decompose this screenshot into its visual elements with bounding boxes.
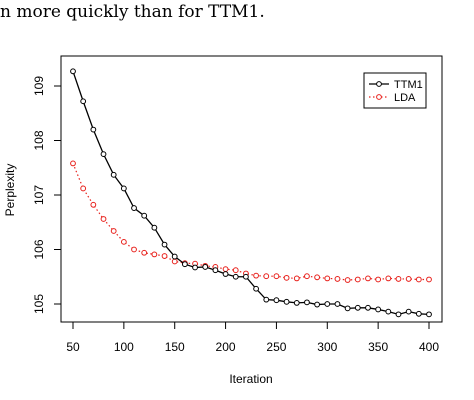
data-point-lda [324, 275, 331, 282]
data-point-ttm1 [365, 304, 371, 311]
data-point-lda [171, 258, 178, 265]
caption-text: n more quickly than for TTM1. [0, 2, 265, 22]
data-point-ttm1 [324, 301, 331, 307]
x-tick-label: 400 [419, 340, 439, 354]
legend-marker-ttm1 [376, 81, 382, 87]
data-point-ttm1 [375, 306, 382, 313]
x-tick-label: 50 [66, 340, 80, 354]
legend-label-ttm1: TTM1 [394, 79, 423, 91]
data-point-ttm1 [273, 297, 280, 304]
data-point-lda [263, 273, 270, 280]
data-point-ttm1 [304, 299, 310, 306]
data-point-ttm1 [70, 68, 76, 75]
data-point-ttm1 [90, 126, 97, 133]
data-point-lda [273, 273, 280, 280]
data-point-ttm1 [405, 308, 412, 315]
data-point-ttm1 [192, 264, 198, 271]
data-point-lda [161, 253, 168, 259]
data-point-ttm1 [283, 298, 290, 305]
legend-label-lda: LDA [394, 92, 416, 104]
data-point-lda [426, 276, 432, 283]
data-point-ttm1 [263, 296, 270, 303]
data-point-ttm1 [141, 212, 148, 219]
y-tick-label: 109 [32, 76, 46, 96]
data-point-ttm1 [120, 185, 127, 192]
y-tick-label: 106 [32, 239, 46, 259]
series-layer [70, 68, 432, 318]
data-point-lda [70, 160, 76, 167]
data-point-ttm1 [314, 301, 321, 308]
data-point-lda [405, 276, 412, 282]
data-point-lda [100, 216, 107, 222]
data-point-lda [141, 249, 148, 256]
data-point-ttm1 [161, 241, 168, 248]
data-point-ttm1 [181, 261, 188, 268]
data-point-ttm1 [222, 271, 229, 277]
data-point-ttm1 [415, 310, 422, 317]
data-point-ttm1 [243, 273, 249, 280]
data-point-lda [415, 276, 422, 283]
data-point-ttm1 [171, 253, 178, 260]
data-point-ttm1 [151, 224, 158, 231]
data-point-ttm1 [293, 300, 300, 306]
data-point-lda [80, 185, 87, 192]
data-point-ttm1 [385, 308, 392, 315]
data-point-lda [151, 251, 158, 258]
data-point-lda [385, 275, 392, 282]
x-axis-title: Iteration [229, 372, 272, 386]
x-axis: 50 100 150 200 250 300 350 400 [66, 321, 439, 354]
y-tick-label: 107 [32, 185, 46, 205]
data-point-lda [344, 277, 351, 283]
data-point-ttm1 [232, 273, 239, 280]
data-point-lda [110, 228, 117, 234]
x-tick-label: 200 [216, 340, 236, 354]
legend-box [363, 72, 427, 109]
data-point-ttm1 [253, 285, 259, 292]
data-point-lda [354, 276, 361, 283]
data-point-lda [222, 266, 229, 273]
data-point-ttm1 [100, 151, 107, 158]
data-point-lda [395, 276, 402, 282]
series-line-lda [72, 163, 429, 281]
legend-marker-lda [376, 94, 382, 100]
y-axis-title: Perplexity [3, 164, 17, 217]
data-point-ttm1 [131, 205, 137, 211]
data-point-lda [334, 276, 341, 282]
data-point-lda [232, 267, 239, 274]
data-point-ttm1 [110, 171, 117, 178]
y-tick-label: 105 [32, 294, 46, 314]
x-tick-label: 250 [266, 340, 286, 354]
data-point-lda [293, 275, 300, 282]
y-axis: 105 106 107 108 109 [32, 76, 61, 314]
x-tick-label: 100 [114, 340, 134, 354]
data-point-lda [314, 274, 321, 281]
data-point-ttm1 [344, 305, 351, 312]
x-tick-label: 150 [165, 340, 185, 354]
data-point-ttm1 [334, 301, 341, 307]
data-point-lda [375, 276, 382, 283]
data-point-ttm1 [202, 264, 209, 270]
y-tick-label: 108 [32, 130, 46, 150]
x-tick-label: 350 [368, 340, 388, 354]
data-point-ttm1 [212, 267, 219, 274]
data-point-lda [131, 246, 137, 253]
data-point-lda [365, 275, 371, 282]
data-point-lda [120, 238, 127, 245]
data-point-ttm1 [80, 98, 87, 105]
data-point-ttm1 [426, 311, 432, 318]
data-point-ttm1 [354, 304, 361, 311]
x-tick-label: 300 [317, 340, 337, 354]
data-point-ttm1 [395, 311, 402, 318]
data-point-lda [90, 201, 97, 208]
data-point-lda [304, 273, 310, 280]
data-point-lda [283, 274, 290, 281]
data-point-lda [253, 272, 259, 279]
